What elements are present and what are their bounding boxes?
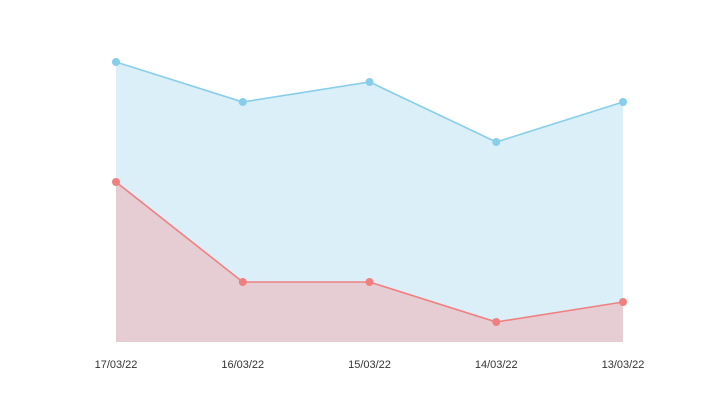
x-tick-label: 16/03/22	[221, 359, 264, 371]
series-2-area	[116, 182, 623, 342]
x-axis-tick-labels: 17/03/22 16/03/22 15/03/22 14/03/22 13/03/22	[95, 359, 645, 371]
series-1-point-16/03/22	[238, 98, 247, 106]
series-2-point-16/03/22	[238, 278, 247, 286]
series-1-point-14/03/22	[492, 138, 501, 146]
series-2-point-14/03/22	[492, 318, 501, 326]
series-1-point-15/03/22	[365, 78, 374, 86]
series-2-point-15/03/22	[365, 278, 374, 286]
series-1-point-13/03/22	[619, 98, 627, 106]
x-tick-label: 15/03/22	[348, 359, 391, 371]
series-2-point-17/03/22	[112, 178, 120, 186]
x-tick-label: 17/03/22	[95, 359, 138, 371]
x-tick-label: 14/03/22	[475, 359, 518, 371]
series-2-point-13/03/22	[619, 298, 627, 306]
x-tick-label: 13/03/22	[602, 359, 645, 371]
series-1-area	[116, 62, 623, 342]
series-points	[112, 58, 627, 326]
series-areas	[116, 62, 623, 342]
series-1-point-17/03/22	[112, 58, 120, 66]
